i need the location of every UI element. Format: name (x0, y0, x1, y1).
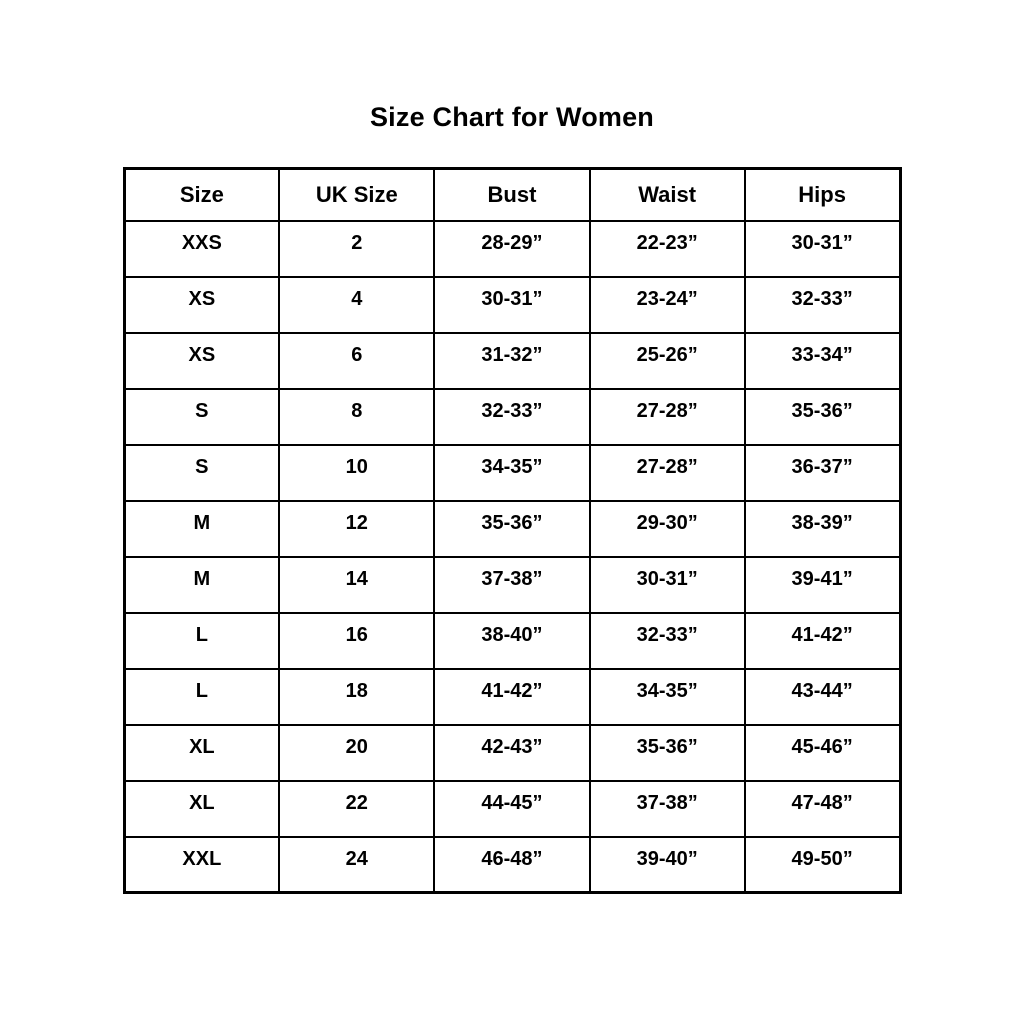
table-cell: 46-48” (433, 835, 591, 894)
table-cell: 45-46” (743, 723, 902, 782)
table-row: S 8 32-33” 27-28” 35-36” (122, 387, 902, 446)
table-row: XS 4 30-31” 23-24” 32-33” (122, 275, 902, 334)
table-cell: 8 (278, 387, 436, 446)
column-header: Hips (743, 167, 902, 222)
table-cell: 35-36” (433, 499, 591, 558)
table-cell: 39-41” (743, 555, 902, 614)
table-cell: 12 (278, 499, 436, 558)
table-cell: 14 (278, 555, 436, 614)
table-cell: 29-30” (588, 499, 746, 558)
table-cell: 20 (278, 723, 436, 782)
table-cell: L (122, 667, 281, 726)
table-cell: S (122, 443, 281, 502)
table-cell: 44-45” (433, 779, 591, 838)
table-row: M 14 37-38” 30-31” 39-41” (122, 555, 902, 614)
table-cell: 49-50” (743, 835, 902, 894)
table-cell: 2 (278, 219, 436, 278)
table-cell: M (122, 555, 281, 614)
column-header: Waist (588, 167, 746, 222)
table-cell: M (122, 499, 281, 558)
table-row: XXS 2 28-29” 22-23” 30-31” (122, 219, 902, 278)
size-table-body: XXS 2 28-29” 22-23” 30-31” XS 4 30-31” 23-24” 32-… (122, 219, 902, 894)
table-cell: 25-26” (588, 331, 746, 390)
page-title: Size Chart for Women (369, 102, 655, 132)
table-row: XS 6 31-32” 25-26” 33-34” (122, 331, 902, 390)
column-header: UK Size (278, 167, 436, 222)
table-cell: 22 (278, 779, 436, 838)
table-cell: 10 (278, 443, 436, 502)
size-table: Size UK Size Bust Waist Hips XXS 2 28-29” 22-23… (122, 167, 902, 894)
table-cell: 4 (278, 275, 436, 334)
table-cell: XS (122, 275, 281, 334)
table-cell: 32-33” (588, 611, 746, 670)
size-table-header: Size UK Size Bust Waist Hips (122, 167, 902, 222)
column-header: Bust (433, 167, 591, 222)
table-cell: S (122, 387, 281, 446)
table-cell: 43-44” (743, 667, 902, 726)
table-cell: 38-39” (743, 499, 902, 558)
table-cell: 27-28” (588, 443, 746, 502)
table-cell: 27-28” (588, 387, 746, 446)
table-row: XXL 24 46-48” 39-40” 49-50” (122, 835, 902, 894)
table-cell: 28-29” (433, 219, 591, 278)
table-cell: 39-40” (588, 835, 746, 894)
table-cell: XL (122, 779, 281, 838)
table-cell: 30-31” (743, 219, 902, 278)
table-cell: XL (122, 723, 281, 782)
table-cell: 32-33” (743, 275, 902, 334)
table-cell: 35-36” (588, 723, 746, 782)
table-row: XL 22 44-45” 37-38” 47-48” (122, 779, 902, 838)
table-cell: XS (122, 331, 281, 390)
table-cell: 34-35” (588, 667, 746, 726)
table-cell: 42-43” (433, 723, 591, 782)
table-cell: 38-40” (433, 611, 591, 670)
table-cell: 22-23” (588, 219, 746, 278)
header-row: Size UK Size Bust Waist Hips (122, 167, 902, 222)
table-cell: 37-38” (588, 779, 746, 838)
table-cell: 35-36” (743, 387, 902, 446)
table-cell: L (122, 611, 281, 670)
table-cell: 24 (278, 835, 436, 894)
table-row: XL 20 42-43” 35-36” 45-46” (122, 723, 902, 782)
table-cell: 41-42” (433, 667, 591, 726)
table-cell: 36-37” (743, 443, 902, 502)
table-cell: 34-35” (433, 443, 591, 502)
table-row: L 16 38-40” 32-33” 41-42” (122, 611, 902, 670)
column-header: Size (122, 167, 281, 222)
table-cell: 6 (278, 331, 436, 390)
table-cell: 37-38” (433, 555, 591, 614)
table-cell: 30-31” (588, 555, 746, 614)
table-cell: 23-24” (588, 275, 746, 334)
table-cell: 18 (278, 667, 436, 726)
table-row: M 12 35-36” 29-30” 38-39” (122, 499, 902, 558)
table-cell: 41-42” (743, 611, 902, 670)
table-cell: XXL (122, 835, 281, 894)
table-cell: 33-34” (743, 331, 902, 390)
table-cell: XXS (122, 219, 281, 278)
table-row: S 10 34-35” 27-28” 36-37” (122, 443, 902, 502)
table-cell: 30-31” (433, 275, 591, 334)
table-cell: 31-32” (433, 331, 591, 390)
table-cell: 47-48” (743, 779, 902, 838)
table-cell: 32-33” (433, 387, 591, 446)
table-row: L 18 41-42” 34-35” 43-44” (122, 667, 902, 726)
table-cell: 16 (278, 611, 436, 670)
